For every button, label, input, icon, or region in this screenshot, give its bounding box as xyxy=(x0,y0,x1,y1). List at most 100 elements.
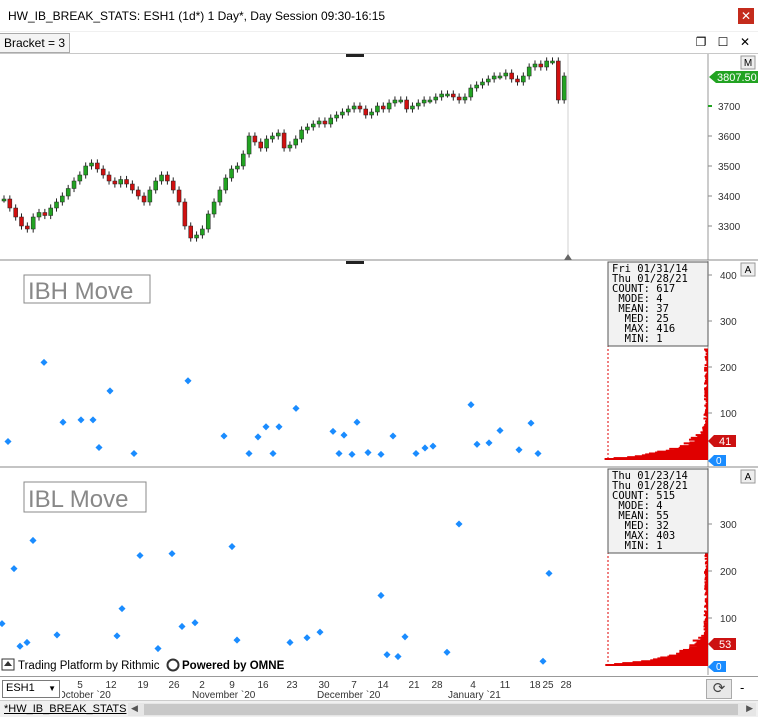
ibl-data-point xyxy=(394,653,401,660)
scroll-right-icon[interactable]: ▶ xyxy=(746,703,753,714)
price-candle xyxy=(510,73,514,79)
price-candle xyxy=(364,109,368,115)
price-candle xyxy=(200,229,204,235)
price-candle xyxy=(346,109,350,112)
ibl-data-point xyxy=(443,649,450,656)
price-candle xyxy=(265,139,269,148)
ibh-a-button-label: A xyxy=(745,265,752,276)
price-chart-panel[interactable]: 3700 3600 3500 3400 3300 M 3807.50 xyxy=(0,54,758,261)
scrollbar-thumb[interactable] xyxy=(144,704,738,715)
ibl-tick-label: 200 xyxy=(720,567,737,578)
ibh-data-point xyxy=(292,405,299,412)
price-candle xyxy=(8,199,12,208)
price-candle xyxy=(49,208,53,216)
ibh-move-panel[interactable]: IBH Move A Fri 01/31/14 Thu 01/28/21 COU… xyxy=(0,261,758,468)
ibl-data-point xyxy=(228,543,235,550)
last-price-label: 3807.50 xyxy=(717,72,757,84)
price-candle xyxy=(375,106,379,112)
price-candle xyxy=(119,180,123,185)
time-axis-day-label: 18 xyxy=(529,680,541,691)
price-candle xyxy=(451,94,455,97)
ibh-data-point xyxy=(95,444,102,451)
time-axis[interactable]: 5 12 19 26 2 9 16 23 30 7 14 21 28 4 11 18 25 28 October `… xyxy=(62,677,702,701)
ibh-data-point xyxy=(429,443,436,450)
time-axis-day-label: 19 xyxy=(137,680,149,691)
ibh-data-point xyxy=(421,444,428,451)
price-candle xyxy=(539,64,543,67)
price-candle xyxy=(329,118,333,124)
ibh-data-point xyxy=(184,377,191,384)
price-candle xyxy=(288,145,292,148)
omne-logo-icon xyxy=(168,660,179,671)
ibh-data-point xyxy=(515,446,522,453)
price-candle xyxy=(399,100,403,102)
price-candle xyxy=(486,79,490,82)
price-candle xyxy=(130,184,134,190)
toolbar: Bracket = 3 ❐ ☐ ✕ xyxy=(0,32,758,54)
price-candle xyxy=(434,97,438,100)
scroll-left-icon[interactable]: ◀ xyxy=(131,703,138,714)
price-candle xyxy=(72,181,76,189)
ibl-data-point xyxy=(316,629,323,636)
window-close-button[interactable]: ✕ xyxy=(738,8,754,24)
workspace-tab[interactable]: *HW_IB_BREAK_STATS xyxy=(4,703,126,715)
price-candle xyxy=(305,127,309,130)
price-candle xyxy=(218,190,222,202)
price-candle xyxy=(300,130,304,139)
price-candle xyxy=(469,88,473,97)
ibl-data-point xyxy=(377,592,384,599)
ibl-move-label: IBL Move xyxy=(28,486,129,513)
reload-button[interactable]: ⟳ xyxy=(706,679,732,699)
ibl-data-point xyxy=(383,651,390,658)
price-candle xyxy=(317,121,321,124)
zoom-out-button[interactable]: - xyxy=(740,680,744,695)
ibl-data-point xyxy=(191,619,198,626)
price-candle xyxy=(253,136,257,142)
price-candle xyxy=(20,217,24,226)
ibl-data-point xyxy=(178,623,185,630)
ibh-data-point xyxy=(254,433,261,440)
price-tick-label: 3600 xyxy=(718,132,741,143)
bracket-selector[interactable]: Bracket = 3 xyxy=(0,33,70,53)
price-candle xyxy=(556,61,560,100)
title-bar: HW_IB_BREAK_STATS: ESH1 (1d*) 1 Day*, Da… xyxy=(0,0,758,32)
time-axis-day-label: 26 xyxy=(168,680,180,691)
horizontal-scrollbar[interactable]: ◀ ▶ xyxy=(128,703,756,716)
ibh-data-point xyxy=(335,450,342,457)
restore-icon[interactable]: ❐ xyxy=(694,35,708,49)
price-candle xyxy=(463,97,467,100)
price-candle xyxy=(60,196,64,202)
ibl-zero-label: 0 xyxy=(716,662,722,673)
price-candle xyxy=(550,61,554,63)
price-candle xyxy=(370,112,374,115)
ibh-data-point xyxy=(329,428,336,435)
panel-splitter-handle[interactable] xyxy=(346,54,364,57)
price-candle xyxy=(311,124,315,127)
ibh-data-point xyxy=(348,451,355,458)
time-axis-day-label: 25 xyxy=(542,680,554,691)
price-candle xyxy=(189,226,193,238)
ibl-data-point xyxy=(10,565,17,572)
ibl-tick-label: 100 xyxy=(720,614,737,625)
ibl-data-point xyxy=(118,605,125,612)
price-candle xyxy=(14,208,18,217)
close-icon[interactable]: ✕ xyxy=(738,35,752,49)
symbol-selector[interactable]: ESH1 ▼ xyxy=(2,680,60,698)
ibl-stats-box: Thu 01/23/14 Thu 01/28/21 COUNT: 515 MOD… xyxy=(608,469,708,553)
price-candle xyxy=(212,202,216,214)
ibh-data-point xyxy=(353,419,360,426)
time-axis-day-label: 28 xyxy=(560,680,572,691)
ibl-data-point xyxy=(233,637,240,644)
ibh-tick-label: 100 xyxy=(720,409,737,420)
ibl-move-panel[interactable]: IBL Move A Thu 01/23/14 Thu 01/28/21 COU… xyxy=(0,468,758,676)
ibh-tick-label: 400 xyxy=(720,271,737,282)
panel-splitter-handle[interactable] xyxy=(346,261,364,264)
ibh-stat-min: MIN: 1 xyxy=(612,333,663,345)
maximize-icon[interactable]: ☐ xyxy=(716,35,730,49)
price-candle xyxy=(206,214,210,229)
price-candle xyxy=(84,166,88,175)
ibl-data-point xyxy=(29,537,36,544)
price-candle xyxy=(352,106,356,109)
rithmic-credit: Trading Platform by Rithmic xyxy=(18,660,160,672)
ibl-a-button-label: A xyxy=(745,472,752,483)
